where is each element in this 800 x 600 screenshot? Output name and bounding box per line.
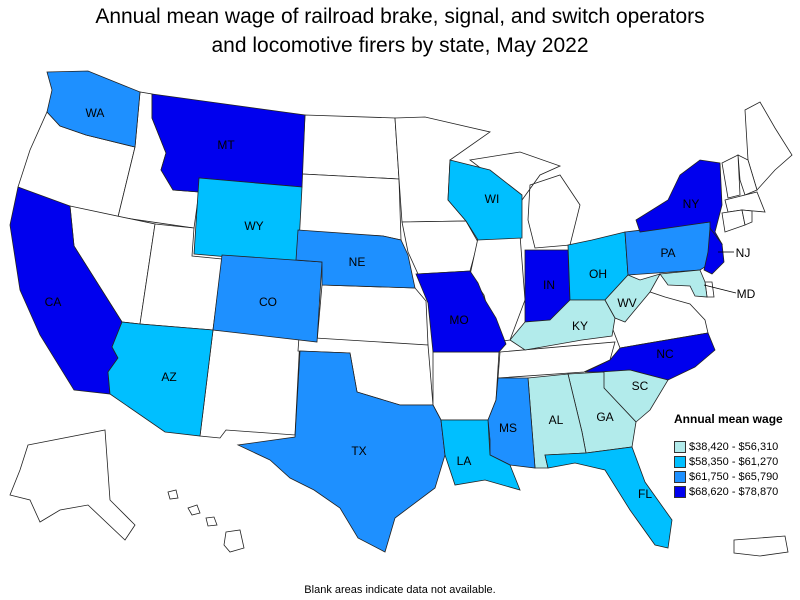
legend-swatch — [674, 440, 686, 453]
state-ma — [724, 191, 766, 213]
legend-item: $58,350 - $61,270 — [674, 454, 800, 469]
legend-label: $38,420 - $56,310 — [689, 440, 779, 453]
label-la: LA — [457, 454, 472, 468]
label-ca: CA — [45, 295, 62, 309]
label-ny: NY — [683, 197, 700, 211]
label-wa: WA — [86, 106, 105, 120]
leader-md — [703, 284, 737, 294]
state-hi — [167, 489, 245, 553]
no-data-states — [9, 91, 793, 557]
state-mt — [151, 93, 306, 193]
label-in: IN — [543, 278, 555, 292]
state-vt — [721, 154, 741, 199]
legend-title: Annual mean wage — [674, 412, 783, 426]
state-co — [212, 254, 323, 343]
label-nj: NJ — [736, 246, 751, 260]
data-states — [9, 70, 725, 553]
state-az — [107, 321, 214, 437]
state-ne — [295, 229, 416, 289]
label-mt: MT — [217, 138, 235, 152]
state-nm — [199, 329, 301, 439]
title-line-1: Annual mean wage of railroad brake, sign… — [95, 5, 705, 28]
state-ks — [316, 284, 429, 346]
label-wv: WV — [617, 296, 636, 310]
label-az: AZ — [161, 370, 176, 384]
label-ne: NE — [349, 255, 366, 269]
legend-label: $68,620 - $78,870 — [689, 485, 779, 498]
label-leaders — [703, 251, 737, 294]
label-oh: OH — [589, 267, 607, 281]
legend: Annual mean wage $38,420 - $56,310 $58,3… — [674, 412, 800, 499]
legend-label: $61,750 - $65,790 — [689, 470, 779, 483]
state-la — [440, 419, 521, 491]
state-tx — [236, 350, 446, 553]
state-pr — [733, 535, 789, 557]
label-wy: WY — [244, 219, 263, 233]
map-title: Annual mean wage of railroad brake, sign… — [0, 2, 800, 60]
state-md — [659, 269, 708, 298]
state-wv — [604, 273, 661, 323]
label-co: CO — [259, 295, 277, 309]
title-line-2: and locomotive firers by state, May 2022 — [211, 34, 589, 57]
state-ak — [9, 429, 136, 541]
label-mo: MO — [449, 313, 468, 327]
label-fl: FL — [638, 487, 652, 501]
state-ct — [721, 209, 746, 233]
label-pa: PA — [660, 246, 675, 260]
state-labels: WA MT CA WY CO AZ NE TX MO WI IN OH KY W… — [45, 106, 756, 501]
label-sc: SC — [632, 379, 649, 393]
footnote: Blank areas indicate data not available. — [304, 584, 496, 596]
label-ga: GA — [596, 410, 613, 424]
legend-item: $68,620 - $78,870 — [674, 484, 800, 499]
state-wi — [447, 159, 523, 241]
label-wi: WI — [485, 192, 500, 206]
legend-swatch — [674, 470, 686, 483]
state-ar — [432, 351, 500, 421]
state-sd — [297, 173, 402, 241]
legend-label: $58,350 - $61,270 — [689, 455, 779, 468]
label-ky: KY — [572, 319, 588, 333]
state-wa — [46, 70, 141, 148]
legend-swatch — [674, 485, 686, 498]
label-nc: NC — [656, 347, 674, 361]
label-al: AL — [549, 413, 564, 427]
state-nd — [301, 114, 400, 180]
label-tx: TX — [351, 444, 366, 458]
label-md: MD — [737, 287, 756, 301]
state-nh — [737, 154, 758, 196]
state-nj — [703, 226, 725, 275]
state-mo — [415, 270, 507, 353]
label-ms: MS — [499, 421, 517, 435]
state-ia — [401, 220, 479, 275]
legend-swatch — [674, 455, 686, 468]
legend-item: $38,420 - $56,310 — [674, 439, 800, 454]
state-ri — [741, 209, 753, 226]
legend-item: $61,750 - $65,790 — [674, 469, 800, 484]
state-fl — [544, 446, 673, 549]
state-ny — [635, 159, 723, 245]
